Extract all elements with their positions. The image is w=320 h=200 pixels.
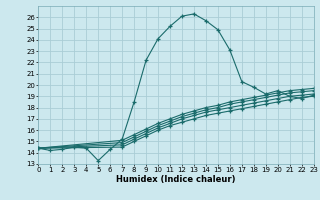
X-axis label: Humidex (Indice chaleur): Humidex (Indice chaleur) (116, 175, 236, 184)
